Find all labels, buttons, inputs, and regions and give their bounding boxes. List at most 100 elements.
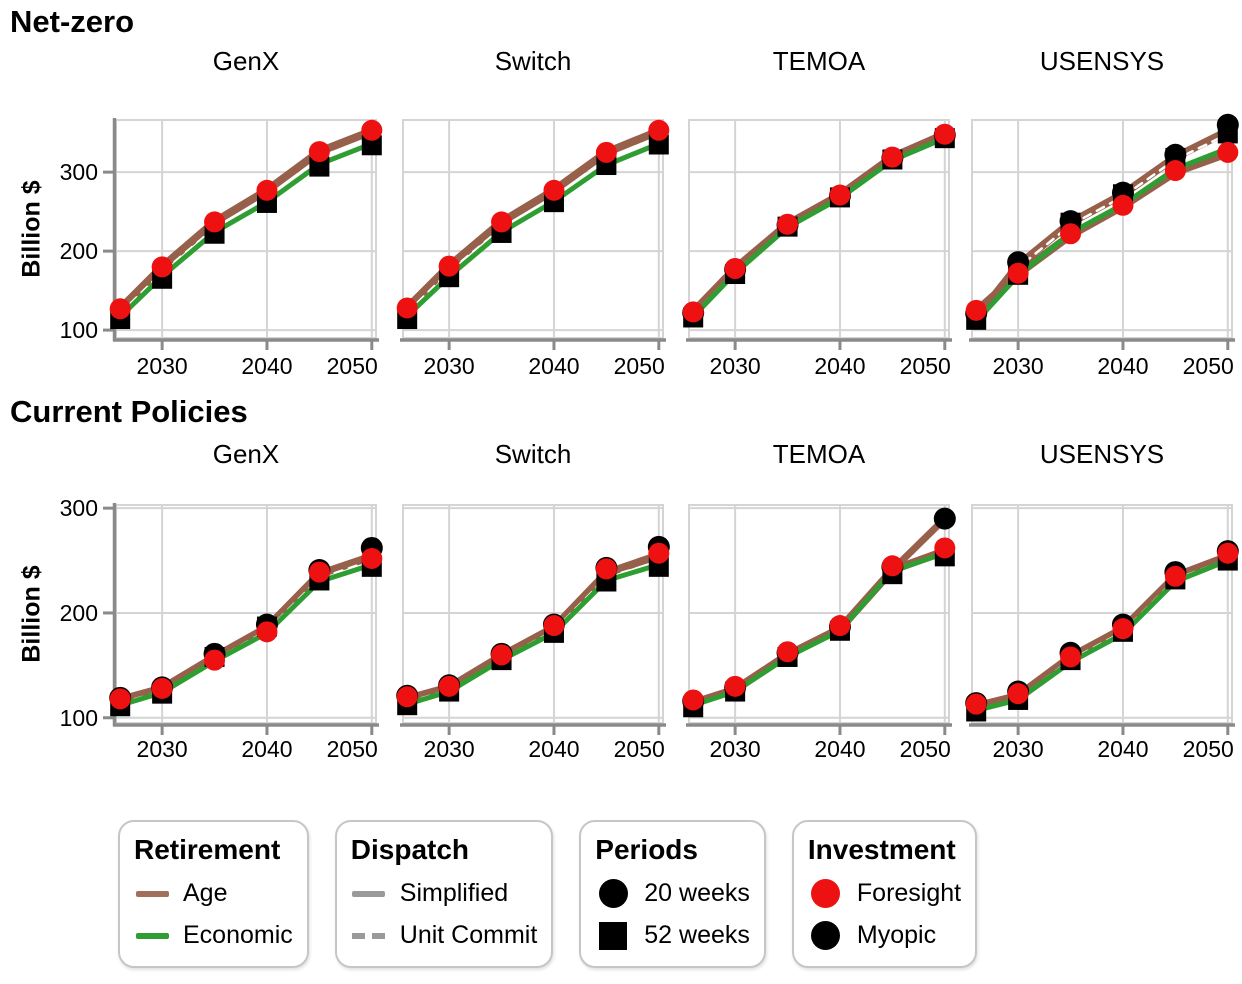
- x-tick-label: 2030: [993, 353, 1044, 379]
- 20-weeks-foresight-marker: [1217, 542, 1239, 564]
- 20-weeks-foresight-marker: [151, 677, 173, 699]
- 20-weeks-foresight-markers: [396, 119, 670, 319]
- 20-weeks-foresight-marker: [648, 542, 670, 564]
- facet-title-switch-current: Switch: [494, 439, 572, 469]
- legend-title: Periods: [595, 834, 698, 865]
- panel-temoa-row0: 2030 2040 2050: [682, 119, 956, 379]
- facet-title-usensys-current: USENSYS: [1039, 439, 1165, 469]
- 20-weeks-foresight-marker: [361, 119, 383, 141]
- legend-item-economic: Economic: [134, 921, 293, 950]
- 20-weeks-foresight-marker: [438, 675, 460, 697]
- line-swatch: [352, 890, 386, 897]
- 52-weeks-myopic-markers: [683, 128, 955, 328]
- 20-weeks-foresight-marker: [438, 255, 460, 277]
- x-tick-label: 2040: [814, 736, 865, 762]
- 20-weeks-foresight-marker: [595, 558, 617, 580]
- panel-border: [971, 504, 1233, 724]
- 20-weeks-myopic-markers: [682, 507, 956, 712]
- 20-weeks-foresight-marker: [829, 615, 851, 637]
- y-tick-label: 100: [60, 705, 98, 731]
- 20-weeks-foresight-marker: [204, 649, 226, 671]
- 20-weeks-foresight-marker: [1007, 683, 1029, 705]
- 20-weeks-foresight-marker: [151, 256, 173, 278]
- x-tick-label: 2030: [424, 353, 475, 379]
- 20-weeks-foresight-markers: [396, 542, 670, 708]
- 20-weeks-foresight-marker: [1060, 223, 1082, 245]
- x-tick-label: 2030: [137, 353, 188, 379]
- 20-weeks-foresight-markers: [682, 537, 956, 711]
- 52-weeks-myopic-markers: [966, 123, 1238, 330]
- legend-item-label: Economic: [183, 921, 293, 949]
- 20-weeks-foresight-marker: [396, 686, 418, 708]
- 20-weeks-foresight-markers: [109, 119, 383, 320]
- 20-weeks-myopic-marker: [1216, 113, 1239, 136]
- 20-weeks-foresight-marker: [829, 184, 851, 206]
- 20-weeks-foresight-marker: [1007, 262, 1029, 284]
- legend-title: Investment: [807, 834, 956, 865]
- circle-marker-swatch: [595, 879, 631, 908]
- legend-title: Dispatch: [350, 834, 470, 865]
- panel-border: [688, 119, 950, 339]
- legend-item-label: Foresight: [856, 879, 962, 907]
- legend-item-20-weeks: 20 weeks: [595, 879, 750, 908]
- 20-weeks-foresight-marker: [308, 141, 330, 163]
- 20-weeks-foresight-marker: [361, 547, 383, 569]
- panel-temoa-row1: 2030 2040 2050: [682, 504, 956, 762]
- 20-weeks-foresight-marker: [934, 123, 956, 145]
- legend-item-label: Simplified: [399, 879, 509, 907]
- 20-weeks-foresight-marker: [109, 688, 131, 710]
- facet-title-temoa-netzero: TEMOA: [772, 46, 866, 76]
- legend-item-label: Unit Commit: [399, 921, 538, 949]
- 20-weeks-foresight-marker: [934, 537, 956, 559]
- age-myopic-line: [972, 127, 1232, 323]
- square-swatch: [599, 921, 628, 950]
- x-tick-label: 2050: [614, 736, 665, 762]
- legend-item-52-weeks: 52 weeks: [595, 921, 750, 950]
- legend-box-retirement: Retirement Age Economic: [118, 820, 309, 968]
- legend-item-unit-commit: Unit Commit: [351, 921, 538, 950]
- legend-item-label: Age: [183, 879, 228, 907]
- facet-title-switch-netzero: Switch: [494, 46, 572, 76]
- y-tick-label: 200: [60, 238, 98, 264]
- 20-weeks-foresight-marker: [724, 675, 746, 697]
- x-tick-label: 2050: [327, 736, 378, 762]
- legend-item-label: 20 weeks: [644, 879, 750, 907]
- 20-weeks-foresight-marker: [396, 297, 418, 319]
- x-tick-label: 2040: [814, 353, 865, 379]
- dashed-line-swatch: [352, 932, 386, 939]
- square-marker-swatch: [595, 921, 631, 950]
- 20-weeks-foresight-marker: [308, 561, 330, 583]
- circle-swatch: [811, 921, 841, 950]
- 20-weeks-foresight-marker: [777, 213, 799, 235]
- x-tick-label: 2040: [241, 353, 292, 379]
- economic-line: [404, 141, 662, 319]
- unit-commit-line: [974, 132, 1230, 322]
- economic-line-swatch: [134, 932, 170, 939]
- circle-swatch: [598, 879, 628, 908]
- simplified-line-swatch: [351, 890, 387, 897]
- x-tick-label: 2050: [900, 736, 951, 762]
- y-axis-label-top: Billion $: [17, 180, 46, 278]
- panel-usensys-row1: 2030 2040 2050: [965, 504, 1239, 762]
- panel-genx-row1: 100 200 300 2030 2040 2050: [60, 495, 383, 762]
- 20-weeks-foresight-marker: [1060, 646, 1082, 668]
- y-axis-label-bottom: Billion $: [17, 565, 46, 663]
- facet-title-usensys-netzero: USENSYS: [1039, 46, 1165, 76]
- line-swatch: [135, 890, 169, 897]
- panel-switch-row1: 2030 2040 2050: [396, 504, 670, 762]
- legend-item-myopic: Myopic: [808, 921, 961, 950]
- foresight-circle-swatch: [808, 879, 844, 908]
- legend-item-label: Myopic: [856, 921, 937, 949]
- circle-swatch: [811, 879, 841, 908]
- legend-title: Retirement: [134, 834, 281, 865]
- 20-weeks-foresight-marker: [1164, 160, 1186, 182]
- 20-weeks-myopic-marker: [933, 507, 956, 530]
- 20-weeks-foresight-marker: [256, 621, 278, 643]
- y-tick-label: 100: [60, 317, 98, 343]
- 20-weeks-foresight-marker: [648, 119, 670, 141]
- unit-commit-dashed-swatch: [351, 932, 387, 939]
- legend-box-investment: Investment Foresight Myopic: [791, 820, 978, 968]
- 20-weeks-foresight-marker: [881, 146, 903, 168]
- myopic-circle-swatch: [808, 921, 844, 950]
- panel-switch-row0: 2030 2040 2050: [396, 119, 670, 379]
